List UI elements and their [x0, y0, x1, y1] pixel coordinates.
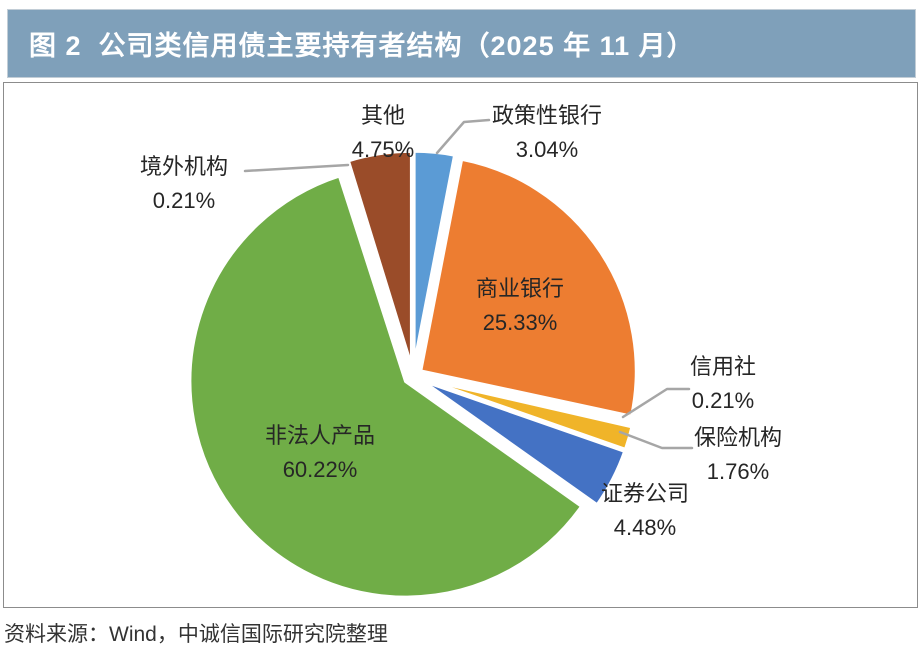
- slice-label-value: 0.21%: [152, 188, 216, 213]
- slice-label-value: 25.33%: [482, 310, 558, 335]
- slice-label-name: 信用社: [689, 354, 756, 379]
- slice-label-value: 4.75%: [351, 137, 415, 162]
- slice-label-overseas: 境外机构 0.21%: [109, 150, 259, 218]
- slice-label-value: 3.04%: [515, 137, 579, 162]
- figure-title: 图 2 公司类信用债主要持有者结构（2025 年 11 月）: [29, 31, 695, 61]
- pie-slices: [188, 149, 639, 600]
- slice-label-name: 非法人产品: [264, 423, 375, 448]
- leader-line-policy-bank: [435, 118, 491, 155]
- slice-label-credit-union: 信用社 0.21%: [648, 350, 798, 418]
- slice-label-name: 证券公司: [600, 481, 689, 506]
- slice-label-name: 其他: [360, 103, 405, 128]
- leader-line-insurance: [618, 430, 694, 450]
- slice-label-policy-bank: 政策性银行 3.04%: [472, 99, 622, 167]
- pie-slice-non-legal-person-products: [188, 173, 584, 600]
- pie-slice-insurance: [419, 376, 634, 452]
- pie-slice-securities: [419, 378, 627, 507]
- slice-label-name: 境外机构: [139, 154, 228, 179]
- leader-lines: [243, 118, 694, 450]
- slice-label-value: 1.76%: [706, 459, 770, 484]
- slice-label-other: 其他 4.75%: [323, 99, 443, 167]
- slice-label-value: 4.48%: [613, 515, 677, 540]
- slice-label-name: 保险机构: [693, 425, 782, 450]
- slice-label-value: 0.21%: [691, 388, 755, 413]
- slice-label-name: 政策性银行: [491, 103, 602, 128]
- pie-slice-other: [346, 149, 414, 369]
- slice-label-name: 商业银行: [475, 276, 564, 301]
- slice-label-commercial-bank: 商业银行 25.33%: [445, 272, 595, 340]
- slice-label-value: 60.22%: [282, 457, 358, 482]
- pie-slice-commercial-bank: [418, 157, 639, 419]
- source-note: 资料来源：Wind，中诚信国际研究院整理: [4, 623, 388, 646]
- slice-label-securities: 证券公司 4.48%: [570, 477, 720, 545]
- pie-slice-policy-bank: [412, 149, 457, 369]
- leader-line-overseas: [243, 163, 350, 173]
- figure-title-bar: 图 2 公司类信用债主要持有者结构（2025 年 11 月）: [7, 9, 916, 78]
- slice-label-insurance: 保险机构 1.76%: [663, 421, 813, 489]
- leader-line-credit-union: [621, 387, 691, 419]
- slice-label-non-legal-person-products: 非法人产品 60.22%: [245, 419, 395, 487]
